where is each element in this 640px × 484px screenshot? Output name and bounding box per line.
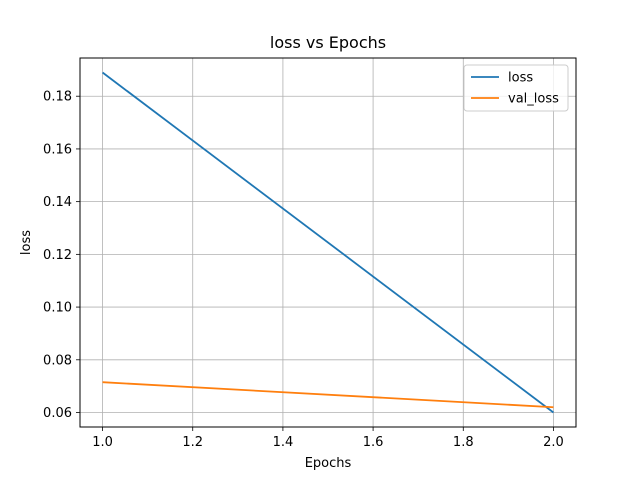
chart-title: loss vs Epochs <box>270 33 386 52</box>
y-tick-label: 0.14 <box>43 195 72 210</box>
x-axis-label: Epochs <box>305 456 352 471</box>
series-line-val-loss <box>102 381 554 409</box>
y-tick-label: 0.12 <box>43 248 72 263</box>
y-tick-label: 0.10 <box>43 301 72 316</box>
legend-label-loss: loss <box>508 71 533 86</box>
y-tick-label: 0.16 <box>43 142 72 157</box>
legend: loss val_loss <box>463 64 569 112</box>
series-line-loss <box>102 71 554 414</box>
x-tick-label: 2.0 <box>543 435 564 450</box>
y-axis-label: loss <box>19 230 34 255</box>
grid <box>80 58 576 427</box>
x-tick-label: 1.8 <box>453 435 474 450</box>
y-tick-label: 0.06 <box>43 406 72 421</box>
y-tick-label: 0.18 <box>43 90 72 105</box>
legend-label-val-loss: val_loss <box>508 92 559 107</box>
series-lines <box>102 71 554 414</box>
axis-ticks: 1.0 1.2 1.4 1.6 1.8 2.0 0.06 0.08 0.10 0.12 0.14 0.… <box>43 90 564 450</box>
x-tick-label: 1.4 <box>273 435 294 450</box>
x-tick-label: 1.6 <box>363 435 384 450</box>
x-tick-label: 1.0 <box>92 435 113 450</box>
x-tick-label: 1.2 <box>182 435 203 450</box>
plot-frame <box>79 57 577 428</box>
y-tick-label: 0.08 <box>43 353 72 368</box>
